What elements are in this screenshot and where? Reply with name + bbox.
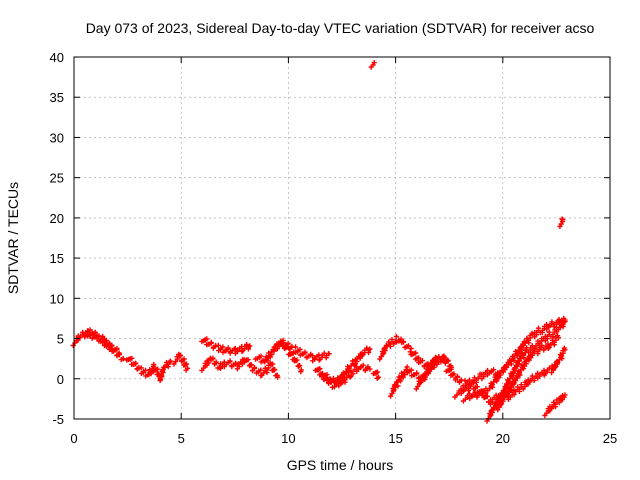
x-axis-label: GPS time / hours — [287, 457, 394, 473]
x-tick-label: 0 — [70, 431, 77, 446]
marker-trace — [199, 336, 253, 356]
marker-trace — [124, 355, 174, 384]
series-arc-19h — [460, 315, 568, 404]
series-arc-12h — [319, 345, 373, 386]
chart-title: Day 073 of 2023, Sidereal Day-to-day VTE… — [86, 20, 595, 36]
marker-trace — [319, 345, 373, 386]
marker-trace — [70, 328, 126, 363]
x-tick-label: 20 — [496, 431, 510, 446]
series-outlier-23h — [557, 216, 566, 229]
series-arc-10h — [274, 337, 332, 364]
y-tick-label: 0 — [57, 372, 64, 387]
y-tick-label: -5 — [52, 412, 64, 427]
marker-trace — [81, 327, 122, 357]
y-tick-label: 35 — [50, 90, 64, 105]
axis-ticks: 0 5 10 15 20 25 -5 0 5 10 15 20 25 30 35 40 — [50, 50, 618, 446]
marker-trace — [171, 351, 191, 373]
series-arc-20h-low — [505, 345, 568, 402]
series-arc-14h — [370, 369, 381, 381]
grid — [74, 57, 610, 419]
series-arc-16h — [413, 353, 454, 392]
series-outlier-14h — [368, 60, 377, 70]
series-arc-18h — [443, 366, 502, 389]
y-tick-label: 40 — [50, 50, 64, 65]
y-tick-label: 10 — [50, 291, 64, 306]
y-tick-label: 15 — [50, 251, 64, 266]
marker-trace — [274, 337, 332, 364]
y-tick-label: 30 — [50, 130, 64, 145]
series-arc-early — [70, 328, 126, 363]
plot-frame — [73, 56, 611, 420]
marker-trace — [199, 355, 281, 380]
marker-trace — [495, 333, 562, 413]
marker-trace — [443, 366, 502, 389]
marker-trace — [368, 60, 377, 70]
marker-trace — [505, 345, 568, 402]
y-tick-label: 25 — [50, 171, 64, 186]
series-arc-5h — [171, 351, 191, 373]
x-tick-label: 25 — [603, 431, 617, 446]
y-axis-label: SDTVAR / TECUs — [5, 182, 21, 294]
series-arc-6h-lower — [199, 355, 281, 380]
series-arc-22h — [542, 392, 568, 419]
marker-trace — [542, 392, 568, 419]
series-arc-early-upper — [81, 327, 122, 357]
data-points — [70, 60, 568, 424]
x-tick-label: 10 — [281, 431, 295, 446]
x-tick-label: 5 — [178, 431, 185, 446]
series-arc-2h — [124, 355, 174, 384]
marker-trace — [370, 369, 381, 381]
y-tick-label: 20 — [50, 211, 64, 226]
marker-trace — [557, 216, 566, 229]
x-tick-label: 15 — [388, 431, 402, 446]
marker-trace — [460, 315, 568, 404]
series-arc-20h — [495, 333, 562, 413]
marker-trace — [413, 353, 454, 392]
series-arc-6h — [199, 336, 253, 356]
y-tick-label: 5 — [57, 332, 64, 347]
